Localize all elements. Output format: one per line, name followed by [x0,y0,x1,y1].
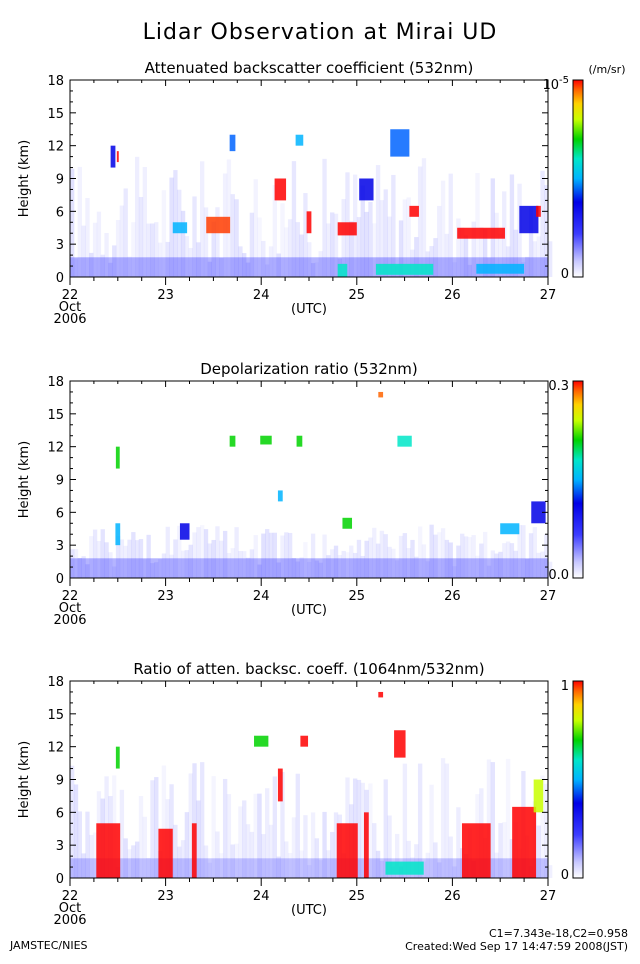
heatmap-shading [70,129,553,277]
y-tick-label: 0 [56,271,64,286]
x-tick-label: 26 [444,589,461,604]
colorbar-max-label: 0.3 [548,379,569,394]
y-tick-label: 3 [56,839,64,854]
colorbar-max-label: 10-5 [542,75,569,93]
x-tick-label: 27 [540,288,557,303]
x-tick-label: 24 [253,889,270,904]
x-sub-year: 2006 [53,913,86,928]
x-axis-label: (UTC) [291,302,327,317]
x-tick-label: 23 [157,288,174,303]
panel-1: Attenuated backscatter coefficient (532n… [17,59,625,327]
colorbar [572,680,584,879]
page-title: Lidar Observation at Mirai UD [143,20,498,45]
x-tick-label: 22 [62,889,79,904]
y-tick-label: 12 [47,140,64,155]
heatmap-shading [70,391,553,578]
footer-created: Created:Wed Sep 17 14:47:59 2008(JST) [405,940,628,953]
colorbar-max-exponent: -5 [559,75,569,86]
panel-title: Attenuated backscatter coefficient (532n… [145,59,474,77]
x-tick-label: 24 [253,288,270,303]
x-tick-label: 26 [444,889,461,904]
y-axis-label: Height (km) [17,140,32,217]
x-sub-year: 2006 [53,312,86,327]
x-tick-label: 23 [157,889,174,904]
colorbar-min-label: 0 [561,868,569,883]
y-tick-label: 15 [47,408,64,423]
y-tick-label: 15 [47,107,64,122]
x-axis-label: (UTC) [291,603,327,618]
panel-title: Ratio of atten. backsc. coeff. (1064nm/5… [133,660,484,678]
x-tick-label: 22 [62,589,79,604]
panel-title: Depolarization ratio (532nm) [200,360,418,378]
y-tick-label: 18 [47,675,64,690]
x-tick-label: 24 [253,589,270,604]
panel-2: Depolarization ratio (532nm) 0 3 6 9 12 15 18 He… [17,360,584,628]
y-axis-label: Height (km) [17,741,32,818]
y-tick-label: 3 [56,238,64,253]
y-tick-label: 9 [56,173,64,188]
heatmap-shading [70,691,553,878]
y-tick-label: 0 [56,572,64,587]
x-tick-label: 22 [62,288,79,303]
x-tick-label: 25 [349,889,366,904]
y-tick-label: 18 [47,375,64,390]
colorbar-min-label: 0.0 [548,568,569,583]
y-tick-label: 6 [56,806,64,821]
panels: Attenuated backscatter coefficient (532n… [17,59,625,928]
y-tick-label: 3 [56,539,64,554]
y-tick-label: 18 [47,74,64,89]
footer-constants: C1=7.343e-18,C2=0.958 [489,927,628,940]
y-tick-label: 9 [56,474,64,489]
x-sub-year: 2006 [53,613,86,628]
footer-left: JAMSTEC/NIES [9,939,88,952]
x-axis-label: (UTC) [291,903,327,918]
x-sub-month: Oct [59,601,81,616]
y-tick-label: 9 [56,774,64,789]
x-sub-month: Oct [59,901,81,916]
y-tick-label: 0 [56,872,64,887]
panel-3: Ratio of atten. backsc. coeff. (1064nm/5… [17,660,584,928]
colorbar [572,380,584,579]
y-tick-label: 12 [47,741,64,756]
y-tick-label: 6 [56,205,64,220]
x-tick-label: 25 [349,288,366,303]
x-sub-month: Oct [59,300,81,315]
colorbar-min-label: 0 [561,267,569,282]
colorbar-units: (/m/sr) [589,63,626,76]
x-tick-label: 27 [540,589,557,604]
colorbar [572,79,584,278]
y-tick-label: 12 [47,441,64,456]
y-tick-label: 15 [47,708,64,723]
x-tick-label: 26 [444,288,461,303]
colorbar-max-label: 1 [561,679,569,694]
x-tick-label: 27 [540,889,557,904]
y-tick-label: 6 [56,506,64,521]
x-tick-label: 23 [157,589,174,604]
x-tick-label: 25 [349,589,366,604]
y-axis-label: Height (km) [17,441,32,518]
